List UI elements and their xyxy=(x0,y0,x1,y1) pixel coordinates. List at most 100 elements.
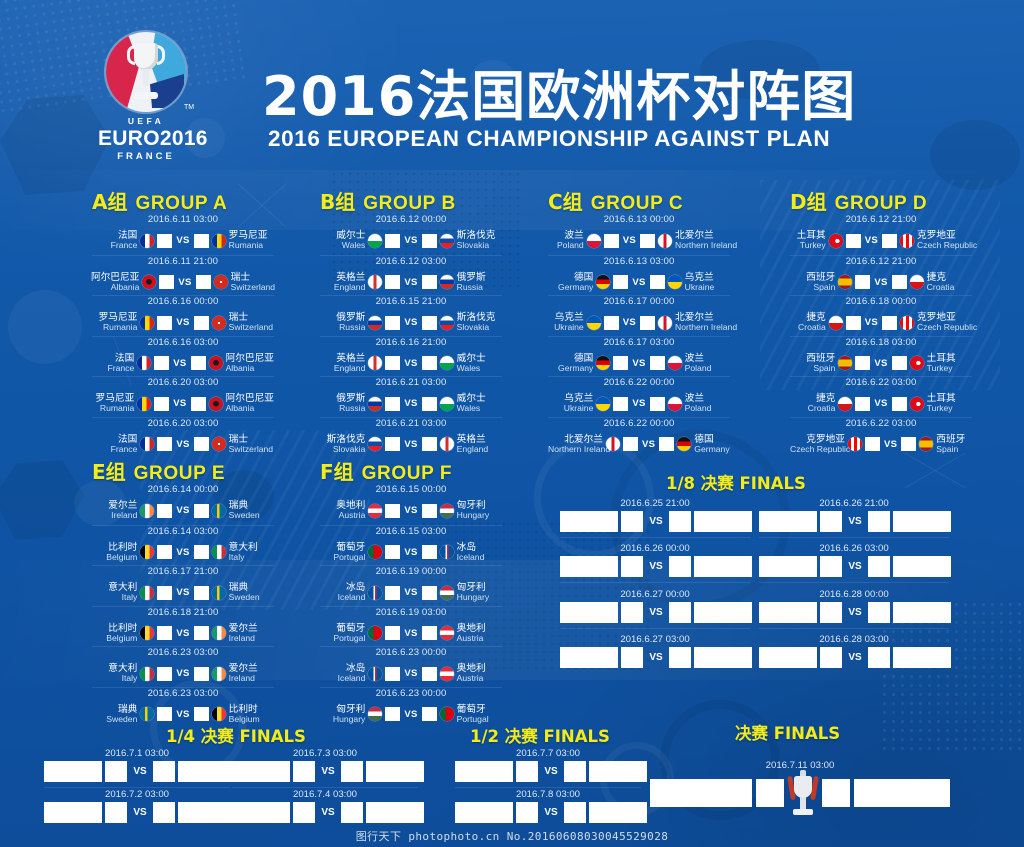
away-score-box[interactable] xyxy=(421,503,437,518)
away-score-box[interactable] xyxy=(649,356,665,370)
away-score-box[interactable] xyxy=(421,626,437,640)
home-team-box[interactable] xyxy=(44,761,102,782)
away-score-box[interactable] xyxy=(421,545,437,559)
home-score-box[interactable] xyxy=(385,666,401,681)
away-score-box[interactable] xyxy=(868,602,890,623)
home-score-box[interactable] xyxy=(154,356,170,370)
home-score-box[interactable] xyxy=(385,585,401,600)
away-score-box[interactable] xyxy=(868,647,890,668)
away-team-box[interactable] xyxy=(694,647,752,668)
home-score-box[interactable] xyxy=(855,396,871,411)
away-score-box[interactable] xyxy=(868,511,890,532)
away-team-box[interactable] xyxy=(893,647,951,668)
home-score-box[interactable] xyxy=(385,356,401,370)
away-score-box[interactable] xyxy=(669,602,691,623)
home-score-box[interactable] xyxy=(845,315,861,330)
away-score-box[interactable] xyxy=(193,585,209,600)
home-score-box[interactable] xyxy=(621,647,643,668)
away-score-box[interactable] xyxy=(421,275,437,289)
home-score-box[interactable] xyxy=(385,707,401,721)
home-score-box[interactable] xyxy=(621,556,643,577)
home-team-box[interactable] xyxy=(759,647,817,668)
away-team-box[interactable] xyxy=(694,556,752,577)
away-score-box[interactable] xyxy=(891,396,907,411)
away-score-box[interactable] xyxy=(891,356,907,370)
home-score-box[interactable] xyxy=(385,233,401,248)
home-score-box[interactable] xyxy=(385,437,401,451)
away-score-box[interactable] xyxy=(421,585,437,600)
away-team-box[interactable] xyxy=(178,802,236,823)
away-team-box[interactable] xyxy=(893,556,951,577)
home-score-box[interactable] xyxy=(613,356,629,370)
home-team-box[interactable] xyxy=(455,802,513,823)
home-score-box[interactable] xyxy=(820,556,842,577)
home-score-box[interactable] xyxy=(820,511,842,532)
home-score-box[interactable] xyxy=(603,233,619,248)
away-score-box[interactable] xyxy=(882,315,897,330)
away-score-box[interactable] xyxy=(669,556,691,577)
away-team-box[interactable] xyxy=(694,602,752,623)
home-team-box[interactable] xyxy=(455,761,513,782)
away-score-box[interactable] xyxy=(882,233,897,248)
away-score-box[interactable] xyxy=(421,666,437,681)
home-score-box[interactable] xyxy=(613,275,629,289)
home-score-box[interactable] xyxy=(516,761,538,782)
away-score-box[interactable] xyxy=(421,707,437,721)
home-score-box[interactable] xyxy=(613,396,629,411)
final-away-team-box[interactable] xyxy=(854,779,950,807)
away-score-box[interactable] xyxy=(649,396,665,411)
home-team-box[interactable] xyxy=(560,647,618,668)
away-score-box[interactable] xyxy=(640,233,655,248)
home-score-box[interactable] xyxy=(385,275,401,289)
final-away-score-box[interactable] xyxy=(822,779,850,807)
home-score-box[interactable] xyxy=(855,356,871,370)
away-score-box[interactable] xyxy=(193,503,209,518)
home-score-box[interactable] xyxy=(855,275,871,289)
home-team-box[interactable] xyxy=(560,602,618,623)
home-team-box[interactable] xyxy=(232,761,290,782)
home-score-box[interactable] xyxy=(621,602,643,623)
home-score-box[interactable] xyxy=(157,666,173,681)
home-score-box[interactable] xyxy=(865,437,880,451)
away-score-box[interactable] xyxy=(669,511,691,532)
away-score-box[interactable] xyxy=(901,437,917,451)
home-score-box[interactable] xyxy=(157,545,173,559)
home-score-box[interactable] xyxy=(157,626,173,640)
away-score-box[interactable] xyxy=(421,233,437,248)
away-score-box[interactable] xyxy=(193,315,209,330)
home-score-box[interactable] xyxy=(157,437,173,451)
away-score-box[interactable] xyxy=(421,396,437,411)
home-team-box[interactable] xyxy=(232,802,290,823)
home-score-box[interactable] xyxy=(105,761,127,782)
away-score-box[interactable] xyxy=(421,356,437,370)
away-score-box[interactable] xyxy=(195,275,211,289)
home-team-box[interactable] xyxy=(44,802,102,823)
home-score-box[interactable] xyxy=(385,545,401,559)
home-score-box[interactable] xyxy=(157,315,173,330)
home-score-box[interactable] xyxy=(820,647,842,668)
home-score-box[interactable] xyxy=(157,707,173,721)
away-score-box[interactable] xyxy=(564,802,586,823)
home-team-box[interactable] xyxy=(759,602,817,623)
away-score-box[interactable] xyxy=(190,396,206,411)
away-score-box[interactable] xyxy=(193,545,209,559)
home-score-box[interactable] xyxy=(157,585,173,600)
away-score-box[interactable] xyxy=(649,275,665,289)
away-score-box[interactable] xyxy=(659,437,675,451)
away-score-box[interactable] xyxy=(153,761,175,782)
away-team-box[interactable] xyxy=(589,761,647,782)
away-score-box[interactable] xyxy=(193,233,209,248)
away-score-box[interactable] xyxy=(421,437,437,451)
home-score-box[interactable] xyxy=(157,503,173,518)
away-team-box[interactable] xyxy=(366,802,424,823)
away-team-box[interactable] xyxy=(893,511,951,532)
away-team-box[interactable] xyxy=(366,761,424,782)
home-score-box[interactable] xyxy=(623,437,638,451)
away-score-box[interactable] xyxy=(564,761,586,782)
home-score-box[interactable] xyxy=(159,275,175,289)
away-score-box[interactable] xyxy=(341,802,363,823)
final-home-team-box[interactable] xyxy=(650,779,752,807)
home-score-box[interactable] xyxy=(385,396,401,411)
home-team-box[interactable] xyxy=(560,511,618,532)
home-score-box[interactable] xyxy=(820,602,842,623)
